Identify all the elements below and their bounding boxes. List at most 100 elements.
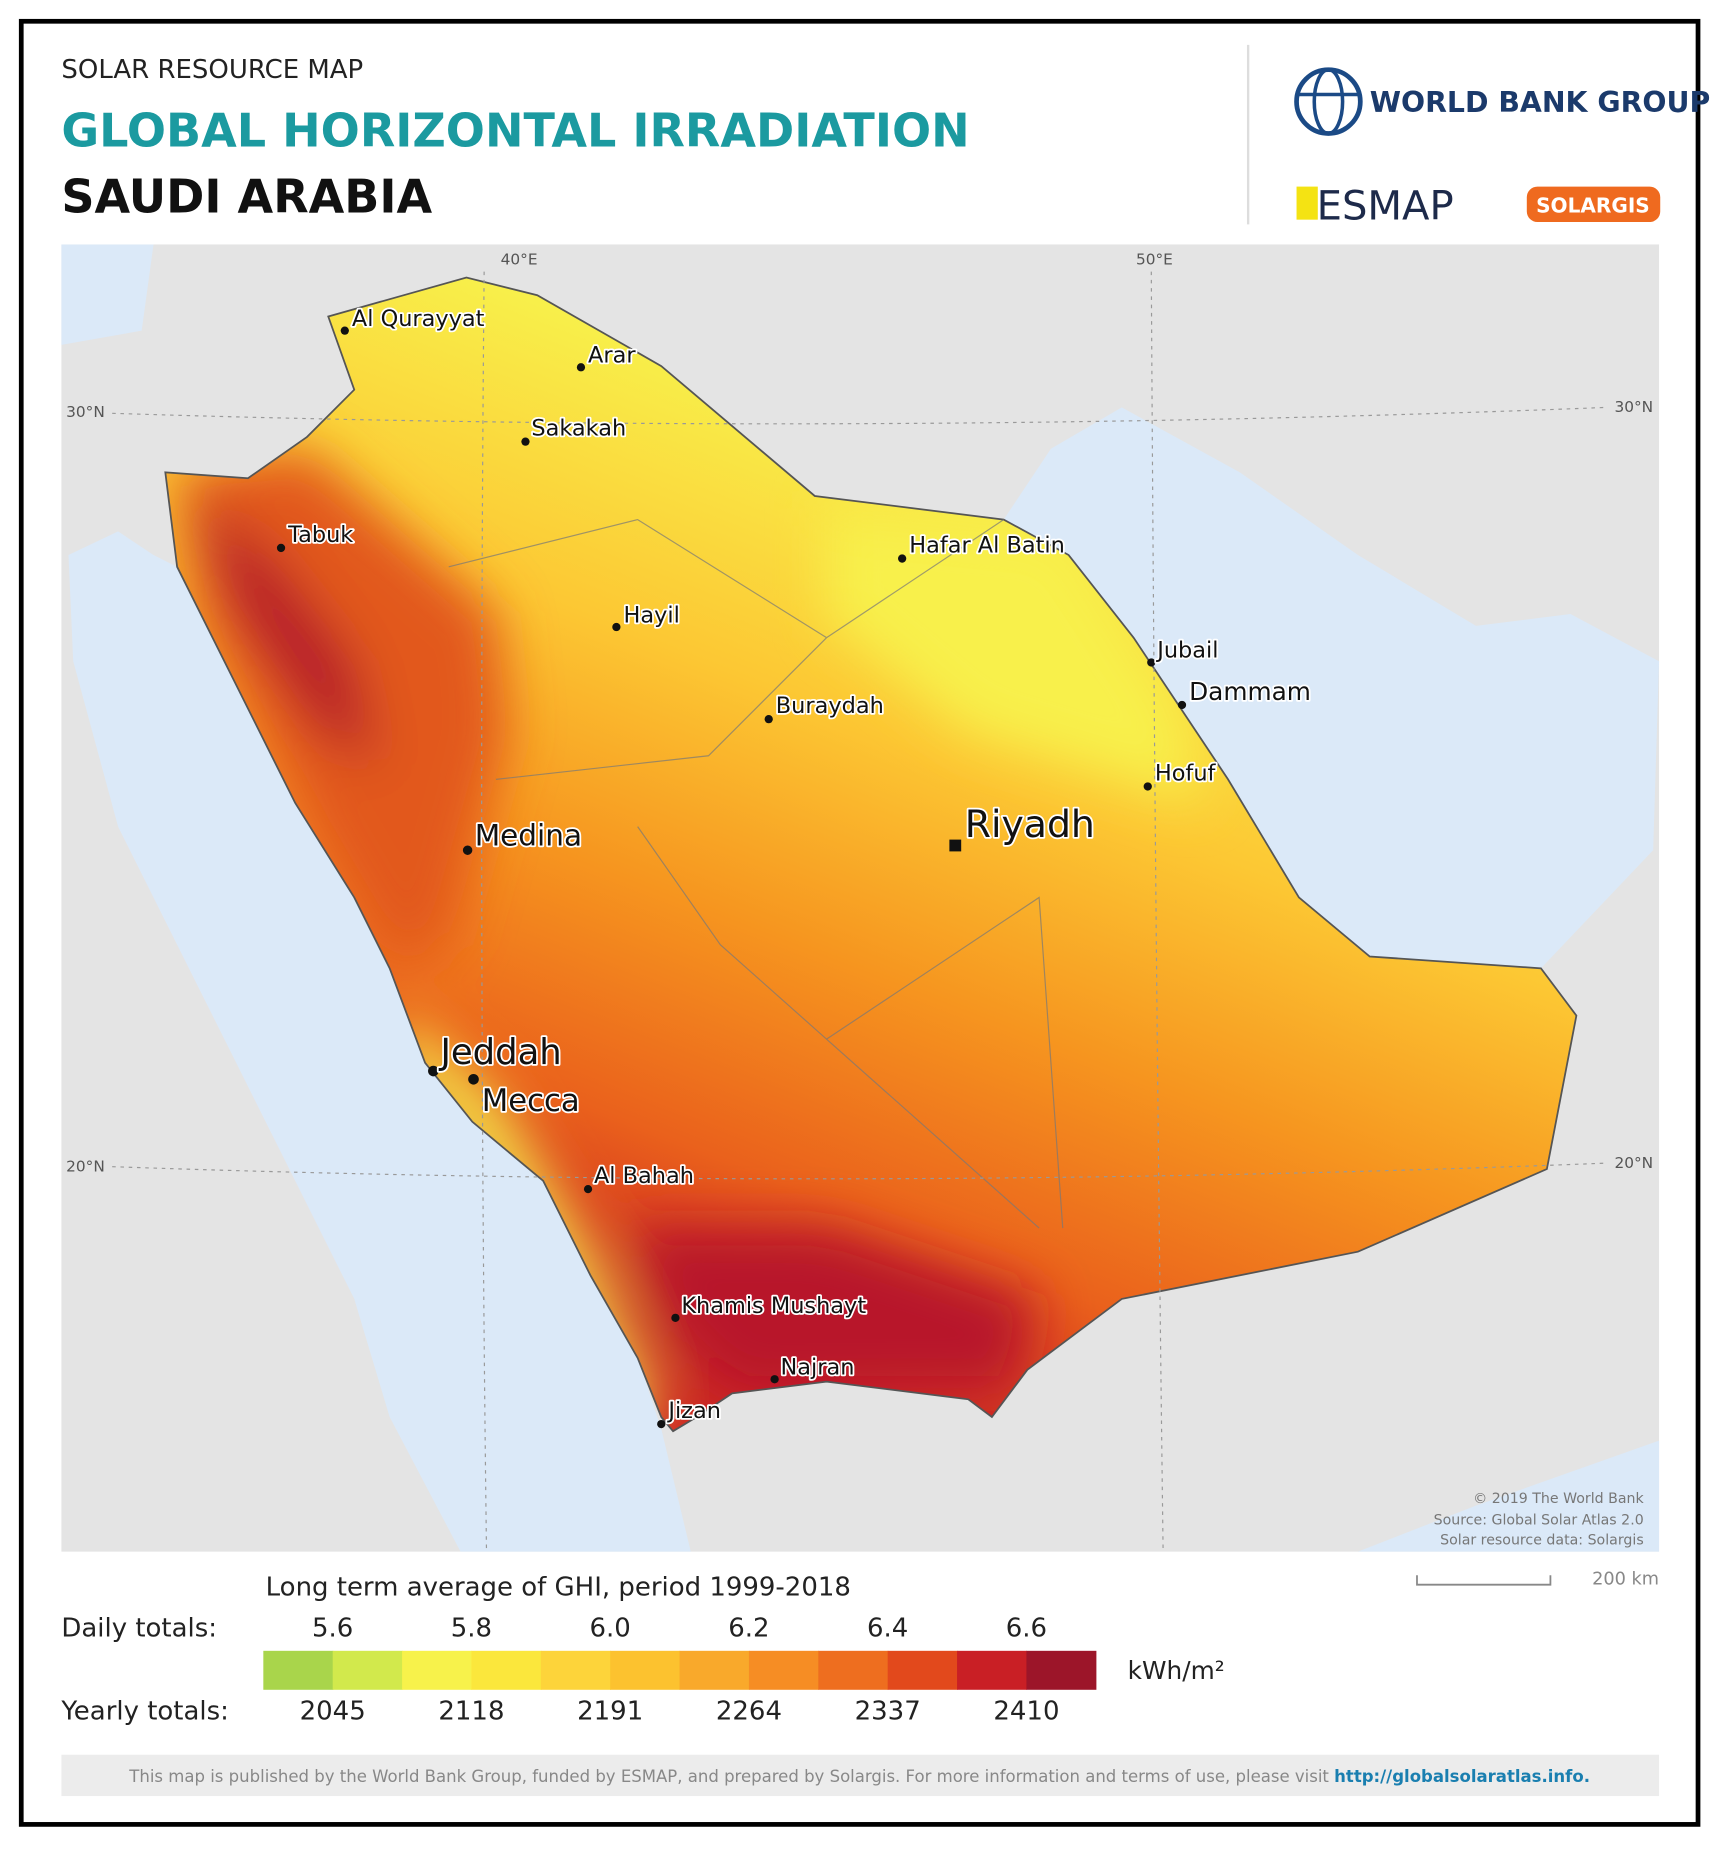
esmap-mark bbox=[1296, 186, 1318, 220]
city-dot bbox=[1177, 700, 1187, 710]
solargis-logo: SOLARGIS bbox=[1536, 194, 1650, 218]
city-dot bbox=[612, 622, 621, 632]
world-bank-text: WORLD BANK GROUP bbox=[1370, 86, 1711, 119]
city-dot bbox=[898, 554, 907, 563]
city-dot bbox=[583, 1184, 593, 1194]
globe-icon bbox=[1312, 67, 1345, 136]
graticule-label: 30°N bbox=[66, 403, 105, 421]
legend-swatch bbox=[402, 1650, 473, 1690]
daily-label: Daily totals: bbox=[61, 1614, 217, 1644]
city-label: Dammam bbox=[1189, 677, 1311, 706]
esmap-logo: ESMAP bbox=[1317, 184, 1454, 230]
graticule bbox=[1150, 271, 1164, 1552]
city-dot bbox=[468, 1073, 479, 1085]
yearly-value: 2118 bbox=[438, 1696, 504, 1726]
graticule-label: 20°N bbox=[66, 1157, 105, 1175]
ghi-asir bbox=[625, 1228, 1040, 1394]
attribution: Solar resource data: Solargis bbox=[1440, 1533, 1644, 1549]
footer: This map is published by the World Bank … bbox=[128, 1767, 1590, 1786]
graticule-label: 30°N bbox=[1614, 398, 1653, 416]
sea bbox=[1003, 407, 1660, 969]
legend-swatch bbox=[679, 1650, 750, 1690]
city-label: Jubail bbox=[1155, 638, 1218, 664]
solargis-badge bbox=[1526, 186, 1661, 223]
footer-text: This map is published by the World Bank … bbox=[128, 1767, 1334, 1786]
legend-swatch bbox=[957, 1650, 1028, 1690]
legend-swatch bbox=[471, 1650, 542, 1690]
legend-swatch bbox=[610, 1650, 681, 1690]
city-label: Hafar Al Batin bbox=[909, 533, 1065, 559]
graticule bbox=[112, 1162, 1606, 1180]
attribution: © 2019 The World Bank bbox=[1473, 1491, 1644, 1507]
sea bbox=[68, 531, 691, 1552]
city-label: Medina bbox=[475, 818, 582, 852]
ghi-tabuk bbox=[188, 495, 378, 768]
city-dot bbox=[657, 1419, 666, 1429]
yearly-value: 2337 bbox=[855, 1696, 921, 1726]
city-label: Jeddah bbox=[438, 1032, 561, 1073]
city-dot bbox=[276, 543, 286, 553]
country-border bbox=[164, 276, 1578, 1433]
city-dot bbox=[1143, 782, 1152, 791]
graticule bbox=[481, 271, 488, 1552]
country: SAUDI ARABIA bbox=[61, 170, 432, 224]
daily-value: 5.6 bbox=[312, 1614, 353, 1644]
city-label: Najran bbox=[781, 1355, 855, 1381]
city-dot bbox=[340, 326, 349, 335]
daily-value: 6.0 bbox=[590, 1614, 631, 1644]
legend-swatch bbox=[818, 1650, 889, 1690]
yearly-value: 2264 bbox=[716, 1696, 782, 1726]
city-dot bbox=[576, 363, 586, 372]
scale-bar bbox=[1416, 1575, 1552, 1586]
city-dot bbox=[671, 1313, 680, 1322]
province-border bbox=[448, 518, 1064, 1229]
legend-unit: kWh/m² bbox=[1128, 1656, 1225, 1685]
map: 40°E 50°E 30°N 30°N 20°N 20°N Al Qurayy bbox=[61, 244, 1660, 1552]
city-label: Buraydah bbox=[776, 693, 884, 719]
legend-title: Long term average of GHI, period 1999-20… bbox=[266, 1572, 851, 1602]
yearly-value: 2045 bbox=[300, 1696, 366, 1726]
city-label: Al Qurayyat bbox=[352, 306, 485, 332]
yearly-value: 2191 bbox=[577, 1696, 643, 1726]
city-label: Sakakah bbox=[531, 416, 626, 442]
graticule bbox=[112, 406, 1606, 425]
city-dot bbox=[770, 1375, 779, 1384]
city-dot bbox=[1147, 658, 1156, 667]
graticule-label: 20°N bbox=[1614, 1154, 1653, 1172]
daily-value: 6.2 bbox=[728, 1614, 769, 1644]
sea bbox=[61, 244, 154, 345]
capital-marker bbox=[949, 839, 962, 852]
scale-bar-label: 200 km bbox=[1592, 1570, 1659, 1590]
world-bank-logo: WORLD BANK GROUP bbox=[1294, 67, 1711, 136]
daily-value: 5.8 bbox=[451, 1614, 492, 1644]
legend-swatch bbox=[540, 1650, 611, 1690]
city-label: Al Bahah bbox=[594, 1163, 694, 1189]
legend-swatch bbox=[1026, 1650, 1097, 1690]
city-dot bbox=[764, 715, 773, 724]
city-dot bbox=[428, 1065, 439, 1077]
city-dot bbox=[462, 845, 473, 855]
sea bbox=[1357, 1440, 1660, 1552]
footer-link[interactable]: http://globalsolaratlas.info. bbox=[1334, 1767, 1590, 1786]
daily-value: 6.6 bbox=[1006, 1614, 1047, 1644]
city-dot bbox=[521, 437, 530, 446]
city-label: Arar bbox=[588, 343, 636, 369]
attribution: Source: Global Solar Atlas 2.0 bbox=[1434, 1512, 1644, 1528]
city-label: Mecca bbox=[482, 1084, 580, 1119]
ghi-north-east bbox=[826, 507, 1205, 803]
city-label: Jizan bbox=[666, 1398, 721, 1424]
yearly-label: Yearly totals: bbox=[60, 1696, 228, 1726]
legend-swatch bbox=[887, 1650, 958, 1690]
city-label: Hofuf bbox=[1155, 761, 1217, 787]
city-label: Khamis Mushayt bbox=[681, 1293, 866, 1319]
city-label: Tabuk bbox=[287, 522, 353, 548]
legend-swatch bbox=[748, 1650, 819, 1690]
subtitle: SOLAR RESOURCE MAP bbox=[61, 55, 363, 85]
footer-bar bbox=[61, 1754, 1660, 1797]
graticule-label: 50°E bbox=[1136, 251, 1173, 269]
daily-value: 6.4 bbox=[867, 1614, 908, 1644]
legend-swatch bbox=[332, 1650, 403, 1690]
title: GLOBAL HORIZONTAL IRRADIATION bbox=[61, 103, 969, 157]
graticule-label: 40°E bbox=[501, 251, 538, 269]
